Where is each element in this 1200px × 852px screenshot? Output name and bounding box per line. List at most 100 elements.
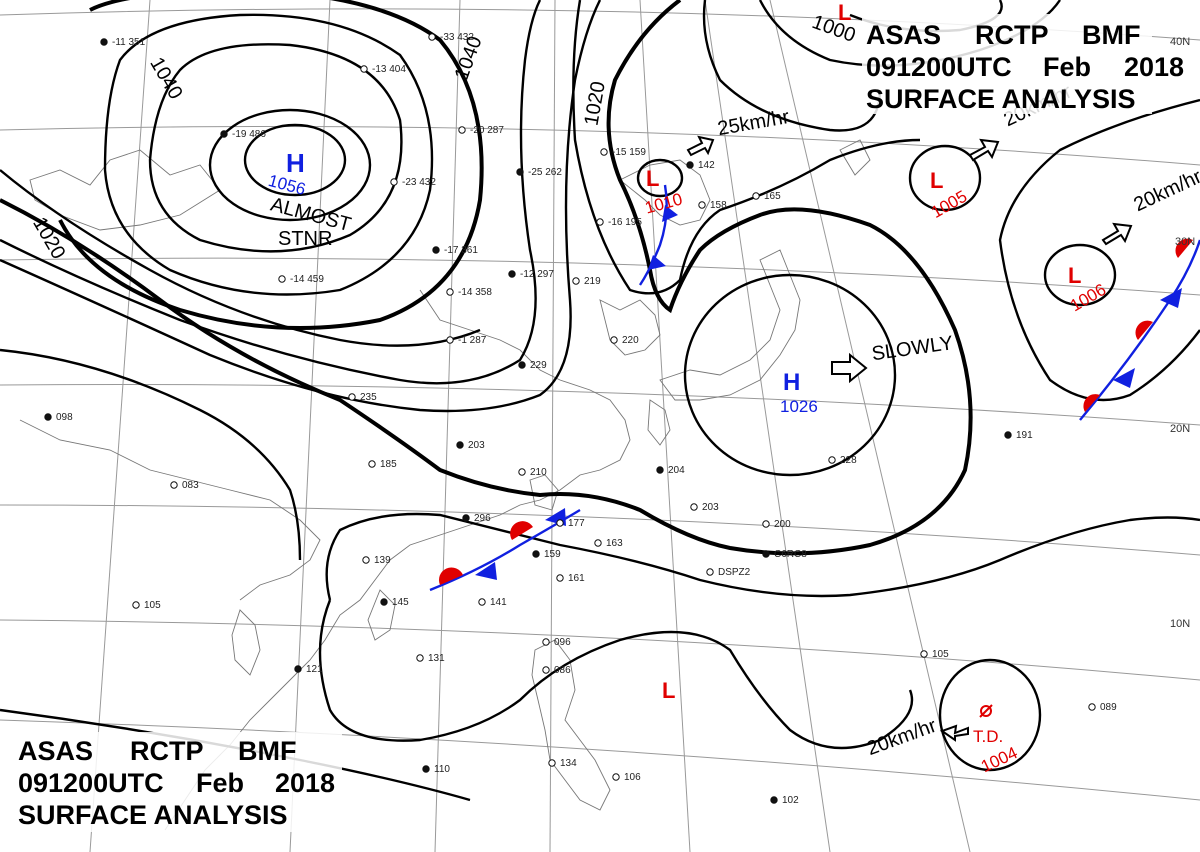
station-observation: 145 [392,597,409,608]
station-observation: 131 [428,653,445,664]
arrow-outline-icon [1101,222,1133,246]
station-marker-icon [170,481,178,489]
station-marker-icon [656,466,664,474]
station-marker-icon [348,393,356,401]
station-observation: 235 [360,392,377,403]
station-marker-icon [1088,703,1096,711]
latitude-label: 20N [1170,423,1190,435]
cold-front-mark [1113,368,1135,388]
cold-front-mark [1160,288,1182,308]
station-observation: -16 195 [608,217,642,228]
station-observation: 159 [544,549,561,560]
header-line1-agency: ASAS [866,20,941,50]
station-marker-icon [458,126,466,134]
station-observation: 083 [182,480,199,491]
station-observation: 106 [624,772,641,783]
tropical-depression-icon [980,705,992,717]
station-marker-icon [390,178,398,186]
station-marker-icon [542,666,550,674]
station-marker-icon [362,556,370,564]
station-observation: 203 [702,502,719,513]
station-marker-icon [360,65,368,73]
station-observation: -14 459 [290,274,324,285]
latitude-label: 10N [1170,618,1190,630]
station-marker-icon [698,201,706,209]
station-marker-icon [920,650,928,658]
station-marker-icon [770,796,778,804]
low-pressure-symbol: L [1068,263,1081,288]
arrow-outline-icon [686,135,715,157]
station-observation: 096 [554,637,571,648]
latitude-label: 30N [1175,236,1195,248]
station-observation: 210 [530,467,547,478]
station-observation: -15 159 [612,147,646,158]
station-observation: 219 [584,276,601,287]
station-marker-icon [612,773,620,781]
station-marker-icon [828,456,836,464]
station-observation: 185 [380,459,397,470]
coastlines [19,139,871,831]
station-observation: 141 [490,597,507,608]
header-line2-month: Feb [1043,52,1091,82]
station-marker-icon [762,520,770,528]
cold-front-mark [648,255,666,270]
station-observation: -17 361 [444,245,478,256]
header-line2-year: 2018 [275,768,335,798]
arrow-outline-icon [939,724,969,742]
station-marker-icon [416,654,424,662]
station-observation: -20 287 [470,125,504,136]
pressure-value: 1004 [978,743,1020,776]
station-observation: -19 486 [232,129,266,140]
station-marker-icon [686,161,694,169]
station-marker-icon [548,759,556,767]
station-observation: 204 [668,465,685,476]
cold-front-mark [475,562,497,580]
station-observation: 220 [622,335,639,346]
station-observation: 200 [774,519,791,530]
station-marker-icon [542,638,550,646]
station-marker-icon [690,503,698,511]
station-observation: 203 [468,440,485,451]
station-marker-icon [422,765,430,773]
station-observation: 105 [144,600,161,611]
header-line3-title: SURFACE ANALYSIS [18,800,288,830]
station-observation: 142 [698,160,715,171]
station-observation: 165 [764,191,781,202]
station-observation: 228 [840,455,857,466]
station-observation: 191 [1016,430,1033,441]
station-observation: 229 [530,360,547,371]
station-marker-icon [518,468,526,476]
arrow-outline-icon [968,138,1000,162]
station-observation: 177 [568,518,585,529]
station-marker-icon [610,336,618,344]
warm-front-mark [1083,394,1100,412]
isobar-label: 1020 [581,80,610,128]
station-observation: 102 [782,795,799,806]
high-pressure-symbol: H [783,369,800,396]
station-marker-icon [368,460,376,468]
header-top: ASAS RCTP BMF 091200UTC Feb 2018 SURFACE… [862,14,1184,114]
station-marker-icon [278,275,286,283]
header-line1-station: RCTP [975,20,1049,50]
station-marker-icon [220,130,228,138]
header-line1-code: BMF [1082,20,1140,50]
station-observation: DSPZ2 [718,567,751,578]
station-marker-icon [556,574,564,582]
station-observation: -33 432 [440,32,474,43]
station-observation: 158 [710,200,727,211]
station-marker-icon [508,270,516,278]
station-marker-icon [380,598,388,606]
warm-front-mark [1175,238,1193,258]
header-line2-time: 091200UTC [18,768,164,798]
latitude-labels: 40N 30N 20N 10N [1170,36,1195,630]
station-observation: 163 [606,538,623,549]
station-observation: -25 262 [528,167,562,178]
station-observation: 121 [306,664,323,675]
pressure-value: 1026 [780,397,818,416]
warm-front-mark [1135,320,1153,340]
warm-front-mark [510,521,533,540]
station-observation: 086 [554,665,571,676]
station-observation: -1 287 [458,335,487,346]
